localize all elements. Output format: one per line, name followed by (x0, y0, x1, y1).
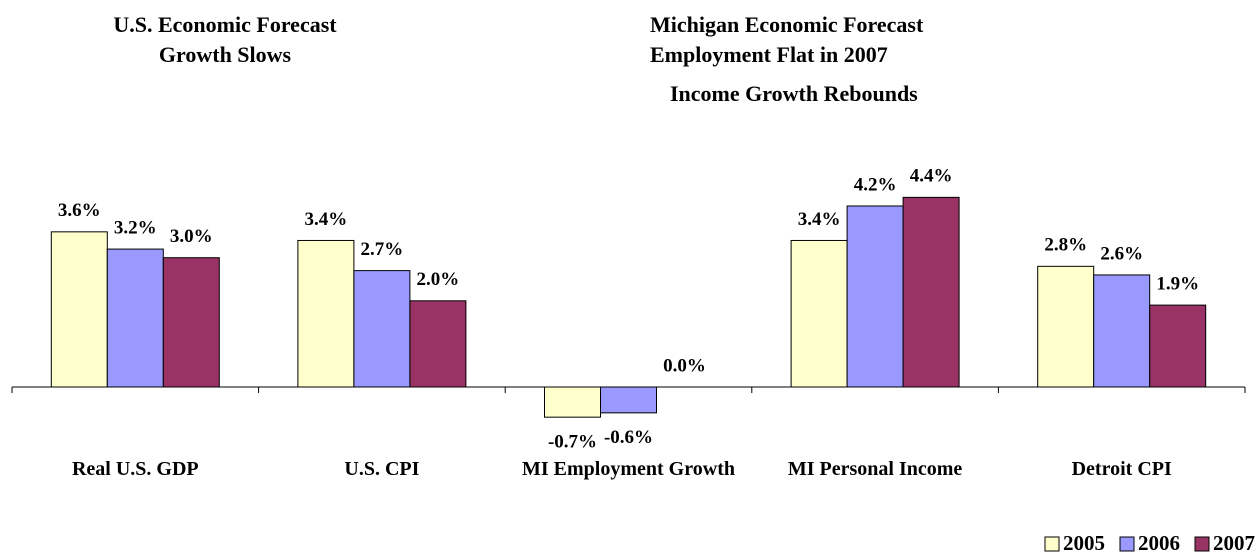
bar (1149, 304, 1207, 388)
bar (297, 239, 355, 388)
data-label: 2.8% (1044, 235, 1087, 256)
data-label: 3.4% (798, 209, 841, 230)
data-label: 3.0% (170, 226, 213, 247)
bar (600, 386, 657, 414)
x-tick-label: Real U.S. GDP (71, 458, 199, 480)
bar (790, 239, 848, 388)
data-label: 3.6% (58, 200, 101, 221)
bar (902, 196, 960, 388)
legend-label: 2006 (1138, 531, 1180, 555)
x-tick-label: U.S. CPI (344, 458, 420, 480)
legend-swatch (1119, 536, 1135, 552)
data-label: -0.7% (548, 432, 597, 453)
chart-title: Employment Flat in 2007 (650, 42, 888, 67)
bar (162, 257, 220, 388)
legend-label: 2005 (1063, 531, 1105, 555)
chart-title: Growth Slows (159, 42, 292, 67)
data-label: -0.6% (604, 427, 653, 448)
bar (1037, 265, 1095, 388)
chart-title: U.S. Economic Forecast (113, 12, 337, 37)
x-tick-label: MI Personal Income (787, 458, 963, 480)
data-label: 3.2% (114, 217, 157, 238)
data-label: 3.4% (305, 209, 348, 230)
data-label: 4.2% (854, 174, 897, 195)
bar (846, 205, 904, 388)
data-label: 2.6% (1100, 243, 1143, 264)
bar (353, 270, 411, 388)
data-label: 2.0% (417, 269, 460, 290)
x-tick-label: MI Employment Growth (522, 458, 735, 480)
legend-swatch (1194, 536, 1210, 552)
chart-title: Michigan Economic Forecast (650, 12, 924, 37)
bar (409, 300, 467, 388)
bar (50, 231, 108, 388)
data-label: 0.0% (663, 355, 706, 376)
data-label: 2.7% (361, 239, 404, 260)
bar (106, 248, 164, 388)
chart-title: Income Growth Rebounds (670, 81, 918, 106)
bar (1093, 274, 1151, 388)
data-label: 4.4% (910, 166, 953, 187)
legend-swatch (1044, 536, 1060, 552)
bar (544, 386, 601, 418)
legend-label: 2007 (1213, 531, 1255, 555)
x-tick-label: Detroit CPI (1071, 458, 1172, 480)
data-label: 1.9% (1156, 273, 1199, 294)
